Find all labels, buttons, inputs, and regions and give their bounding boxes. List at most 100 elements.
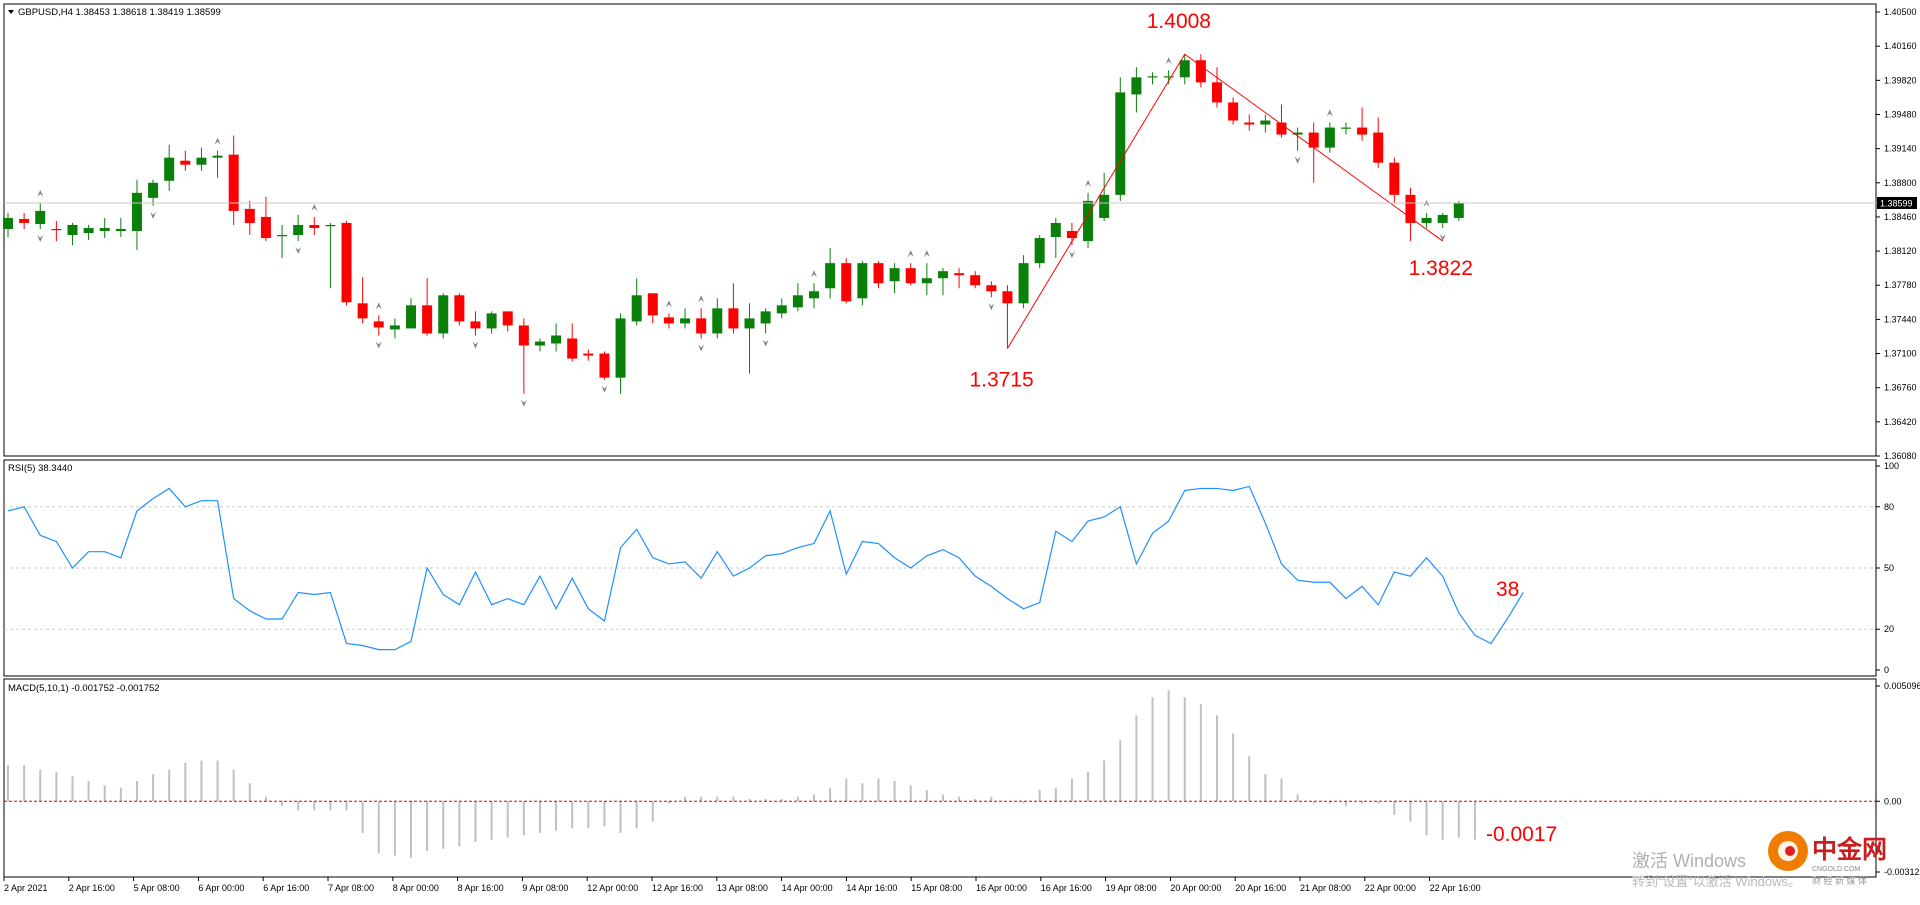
price-pane[interactable]: 1.40500 1.40160 1.39820 1.39480 1.39140 1.388… — [3, 3, 1917, 461]
macd-axis: 0.005096 0.00 -0.003127 — [1875, 679, 1920, 877]
candle — [438, 293, 449, 339]
candle — [1389, 157, 1400, 203]
candle-body — [470, 321, 481, 329]
candle-body — [422, 305, 433, 334]
fractal-down-arrow — [520, 399, 527, 407]
activate-windows-subtitle: 转到“设置”以激活 Windows。 — [1632, 874, 1801, 889]
rsi-title: RSI(5) 38.3440 — [8, 463, 72, 474]
symbol-header[interactable]: GBPUSD,H4 1.38453 1.38618 1.38419 1.3859… — [8, 7, 221, 18]
candle — [325, 222, 336, 289]
time-tick-label: 21 Apr 08:00 — [1300, 883, 1351, 893]
candle — [696, 308, 707, 339]
candle-body — [1212, 82, 1222, 103]
candle — [970, 271, 981, 289]
candle — [115, 217, 126, 238]
candle — [180, 150, 191, 171]
candle-body — [373, 321, 384, 328]
price-tick-label: 1.36760 — [1884, 383, 1917, 393]
price-tick-label: 1.36420 — [1884, 417, 1917, 427]
candle-body — [325, 224, 336, 227]
fractal-down-arrow — [37, 234, 44, 242]
candle-body — [389, 325, 400, 330]
candle — [1324, 122, 1335, 153]
rsi-pane[interactable]: 100 80 50 20 0 RSI(5) 38.3440 38 — [3, 459, 1899, 677]
candle — [486, 311, 497, 334]
price-tick-label: 1.36080 — [1884, 451, 1917, 461]
candle — [809, 283, 819, 309]
price-tick-label: 1.37780 — [1884, 280, 1917, 290]
candle-body — [1228, 102, 1239, 121]
rsi-tick-label: 0 — [1884, 665, 1889, 675]
candle-body — [454, 295, 465, 322]
candle — [148, 179, 159, 206]
time-tick-label: 7 Apr 08:00 — [328, 883, 374, 893]
candle-body — [518, 325, 529, 346]
candle-body — [83, 227, 94, 234]
candle-body — [1083, 200, 1094, 242]
candle — [1115, 77, 1126, 201]
candle-body — [293, 224, 304, 236]
candle-body — [212, 155, 223, 158]
candle — [1373, 117, 1384, 168]
fractal-down-arrow — [1294, 156, 1301, 164]
candle — [551, 323, 562, 352]
brand-name: 中金网 — [1812, 835, 1887, 864]
candle — [1050, 217, 1061, 259]
candle — [164, 144, 175, 191]
candle — [1147, 72, 1158, 85]
candle-body — [905, 268, 916, 284]
candle-body — [1131, 77, 1142, 95]
fractal-down-arrow — [698, 344, 705, 352]
macd-annotation: -0.0017 — [1486, 823, 1557, 846]
time-tick-label: 8 Apr 16:00 — [458, 883, 504, 893]
time-tick-label: 8 Apr 00:00 — [393, 883, 439, 893]
fractal-up-arrow — [923, 250, 930, 258]
candle — [776, 298, 787, 319]
current-price-label: 1.38599 — [1880, 198, 1913, 208]
price-tick-label: 1.39820 — [1884, 75, 1917, 85]
candle — [67, 222, 78, 246]
candle — [825, 248, 836, 299]
candle — [244, 200, 255, 236]
candle — [583, 349, 594, 361]
candle-body — [647, 293, 658, 316]
candle-body — [583, 353, 594, 356]
candle — [986, 281, 997, 298]
macd-pane[interactable]: 0.005096 0.00 -0.003127 MACD(5,10,1) -0.00… — [3, 678, 1920, 878]
candle — [680, 308, 691, 329]
price-tick-label: 1.40160 — [1884, 41, 1917, 51]
macd-tick-label: -0.003127 — [1884, 867, 1920, 877]
candle — [954, 268, 965, 289]
candle-body — [406, 305, 416, 329]
fractal-down-arrow — [762, 339, 769, 347]
candle — [744, 303, 755, 374]
candle-body — [873, 263, 884, 284]
candle — [357, 277, 368, 324]
price-tick-label: 1.40500 — [1884, 7, 1917, 17]
candle — [196, 147, 207, 171]
fractal-down-arrow — [988, 303, 995, 311]
current-price-marker: 1.38599 — [4, 196, 1917, 209]
candle-body — [164, 157, 175, 181]
candle-body — [1421, 217, 1432, 223]
triangle-down-icon[interactable] — [8, 10, 14, 14]
rsi-line — [7, 485, 1524, 651]
candle-body — [889, 268, 900, 282]
candle — [293, 214, 304, 242]
candle-body — [277, 235, 288, 237]
candle-body — [3, 217, 13, 229]
symbol-header-text: GBPUSD,H4 1.38453 1.38618 1.38419 1.3859… — [18, 7, 221, 18]
candle-body — [1179, 60, 1190, 78]
candle-body — [680, 318, 691, 324]
candle-body — [1276, 122, 1287, 135]
price-tick-label: 1.39140 — [1884, 144, 1917, 154]
candle-body — [986, 285, 997, 292]
fractal-up-arrow — [214, 137, 221, 145]
candle-body — [712, 308, 723, 334]
fractal-up-arrow — [907, 250, 914, 258]
candle-body — [599, 353, 610, 378]
candle-body — [438, 295, 449, 334]
zigzag-line — [1007, 53, 1443, 349]
